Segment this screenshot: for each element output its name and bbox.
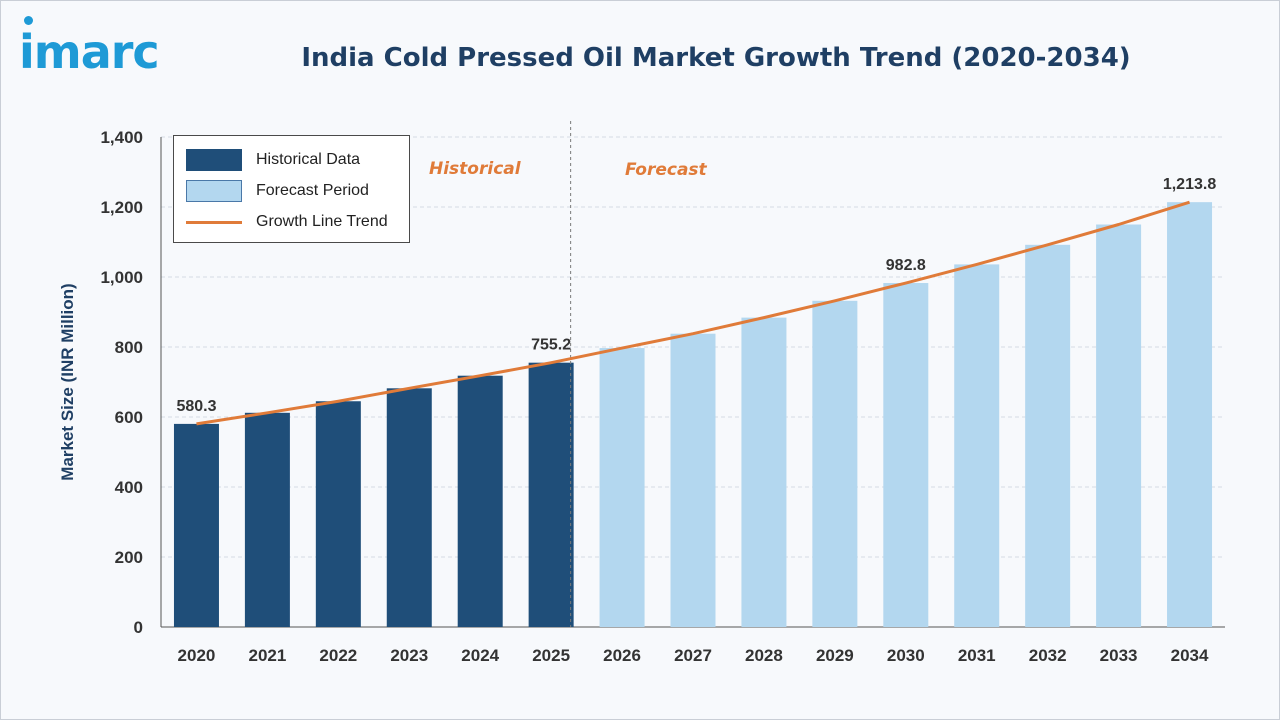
legend-swatch-forecast (186, 180, 242, 202)
y-tick-label: 1,000 (100, 268, 143, 287)
legend-label-historical: Historical Data (256, 151, 361, 168)
bar-2025 (528, 362, 574, 627)
x-tick-label: 2025 (532, 646, 570, 665)
bar-2033 (1096, 224, 1142, 627)
y-tick-label: 200 (115, 548, 143, 567)
legend-swatch-historical (186, 149, 242, 171)
y-tick-label: 600 (115, 408, 143, 427)
data-label-2030: 982.8 (886, 257, 926, 274)
legend-item-historical: Historical Data (186, 148, 360, 172)
bar-2034 (1167, 202, 1213, 628)
data-label-2025: 755.2 (531, 337, 571, 354)
logo-text: imarc (19, 25, 160, 79)
bar-2023 (386, 388, 432, 627)
x-tick-label: 2030 (887, 646, 925, 665)
x-tick-label: 2027 (674, 646, 712, 665)
y-axis-title: Market Size (INR Million) (58, 283, 77, 480)
legend: Historical Data Forecast Period Growth L… (173, 135, 410, 243)
x-tick-label: 2034 (1171, 646, 1209, 665)
bar-2020 (173, 423, 219, 627)
bar-2021 (244, 412, 290, 627)
x-tick-label: 2023 (390, 646, 428, 665)
section-label-forecast: Forecast (625, 160, 707, 180)
y-tick-label: 800 (115, 338, 143, 357)
section-label-historical: Historical (429, 159, 521, 179)
y-tick-label: 1,200 (100, 198, 143, 217)
y-tick-label: 0 (134, 618, 143, 637)
legend-label-forecast: Forecast Period (256, 182, 369, 199)
growth-trend-line (196, 200, 1190, 426)
bar-2032 (1025, 244, 1071, 628)
bar-2029 (812, 300, 858, 627)
x-tick-label: 2028 (745, 646, 783, 665)
x-tick-label: 2033 (1100, 646, 1138, 665)
legend-label-trend: Growth Line Trend (256, 213, 388, 230)
x-tick-label: 2029 (816, 646, 854, 665)
legend-item-trend: Growth Line Trend (186, 210, 388, 234)
bar-2026 (599, 348, 645, 627)
x-tick-label: 2032 (1029, 646, 1067, 665)
x-tick-label: 2026 (603, 646, 641, 665)
legend-item-forecast: Forecast Period (186, 179, 369, 203)
data-label-2020: 580.3 (176, 398, 216, 415)
bar-2027 (670, 333, 716, 627)
data-label-2034: 1,213.8 (1163, 176, 1216, 193)
x-tick-label: 2021 (248, 646, 286, 665)
legend-swatch-trend (186, 220, 242, 224)
x-tick-label: 2031 (958, 646, 996, 665)
bar-2024 (457, 375, 503, 627)
bar-2028 (741, 317, 787, 627)
bar-2030 (883, 283, 929, 627)
bar-2031 (954, 264, 1000, 627)
x-tick-label: 2020 (178, 646, 216, 665)
imarc-logo: imarc (19, 16, 160, 75)
y-tick-label: 400 (115, 478, 143, 497)
bar-2022 (315, 401, 361, 627)
x-tick-label: 2022 (319, 646, 357, 665)
x-tick-label: 2024 (461, 646, 499, 665)
y-tick-label: 1,400 (100, 128, 143, 147)
chart-title: India Cold Pressed Oil Market Growth Tre… (301, 43, 1131, 73)
logo-dot (24, 16, 33, 25)
